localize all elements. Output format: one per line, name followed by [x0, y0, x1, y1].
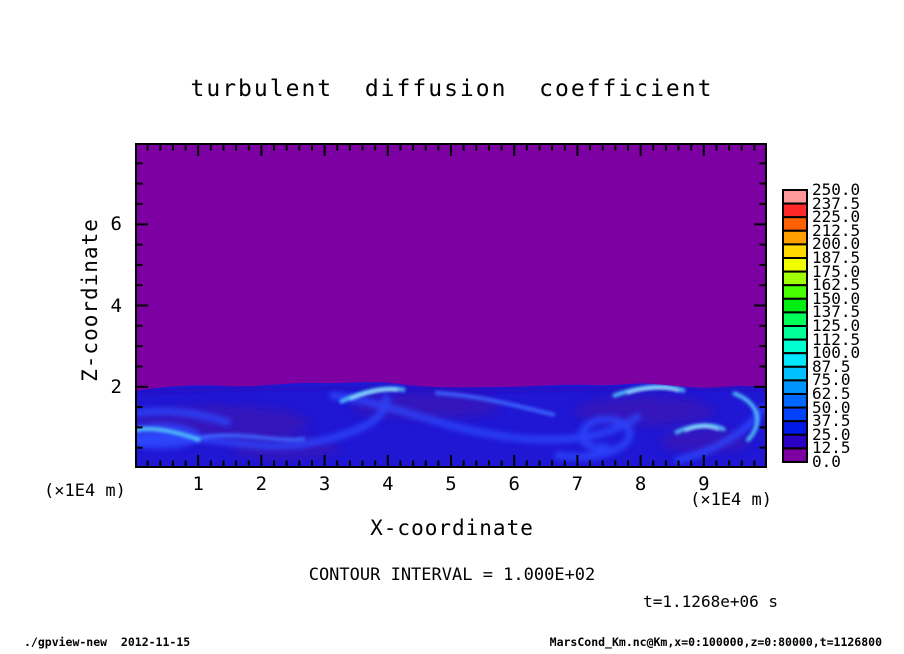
- x-axis-label: X-coordinate: [370, 516, 534, 540]
- x-axis-factor-label: (×1E4 m): [690, 490, 772, 510]
- colorbar-tick-label: 200.0: [812, 234, 861, 254]
- time-annotation: t=1.1268e+06 s: [643, 592, 778, 611]
- colorbar-segment: [782, 352, 808, 368]
- x-tick-label: 2: [255, 473, 268, 495]
- colorbar-tick-label: 187.5: [812, 248, 861, 267]
- colorbar-tick-label: 75.0: [812, 370, 851, 390]
- colorbar-tick-label: 112.5: [812, 329, 861, 349]
- x-tick-label: 9: [698, 473, 710, 495]
- colorbar-tick-label: 37.5: [812, 411, 851, 431]
- colorbar-segment: [782, 325, 808, 341]
- colorbar-segment: [782, 189, 808, 205]
- colorbar-tick-label: 175.0: [812, 261, 861, 281]
- colorbar-tick-label: 25.0: [812, 424, 851, 444]
- colorbar-segment: [782, 433, 808, 450]
- colorbar-segment: [782, 202, 808, 219]
- colorbar-segment: [782, 365, 808, 382]
- x-tick-label: 1: [192, 473, 204, 495]
- plot-frame: [135, 143, 767, 468]
- colorbar-tick-label: 150.0: [812, 288, 861, 308]
- z-axis-factor-label: (×1E4 m): [44, 481, 126, 501]
- x-tick-label: 5: [445, 473, 457, 495]
- colorbar-segment: [782, 270, 808, 287]
- colorbar-segment: [782, 229, 808, 246]
- colorbar-tick-label: 237.5: [812, 193, 861, 213]
- colorbar: [782, 189, 808, 463]
- z-tick-label: 2: [110, 375, 122, 398]
- colorbar-tick-label: 162.5: [812, 275, 861, 295]
- x-tick-label: 6: [508, 473, 520, 495]
- colorbar-tick-label: 250.0: [812, 180, 861, 199]
- colorbar-tick-label: 12.5: [812, 438, 851, 458]
- colorbar-tick-label: 212.5: [812, 220, 861, 240]
- colorbar-tick-label: 225.0: [812, 207, 861, 227]
- x-tick-label: 8: [634, 473, 647, 495]
- x-tick-label: 3: [318, 473, 331, 495]
- plot-area: [135, 143, 767, 468]
- colorbar-segment: [782, 216, 808, 232]
- colorbar-segment: [782, 447, 808, 463]
- colorbar-segment: [782, 284, 808, 300]
- z-tick-label: 4: [110, 294, 122, 317]
- colorbar-tick-label: 137.5: [812, 302, 861, 322]
- data-source-footer: MarsCond_Km.nc@Km,x=0:100000,z=0:80000,t…: [549, 635, 882, 649]
- x-tick-label: 4: [382, 473, 394, 495]
- colorbar-tick-label: 87.5: [812, 356, 851, 376]
- tool-version-footer: ./gpview-new 2012-11-15: [24, 635, 191, 649]
- colorbar-segment: [782, 420, 808, 436]
- x-tick-label: 7: [571, 473, 584, 495]
- colorbar-segment: [782, 311, 808, 328]
- colorbar-tick-label: 62.5: [812, 384, 851, 403]
- colorbar-segment: [782, 338, 808, 355]
- colorbar-segment: [782, 297, 808, 314]
- colorbar-segment: [782, 257, 808, 273]
- axis-tick-marks: [137, 145, 765, 466]
- colorbar-segment: [782, 406, 808, 423]
- colorbar-tick-label: 100.0: [812, 343, 861, 363]
- colorbar-tick-label: 0.0: [812, 452, 841, 471]
- contour-interval-note: CONTOUR INTERVAL = 1.000E+02: [308, 565, 596, 585]
- z-tick-label: 6: [110, 213, 122, 236]
- colorbar-segment: [782, 393, 808, 409]
- chart-title: turbulent diffusion coefficient: [190, 76, 714, 102]
- turbulence-swirls: [135, 384, 767, 465]
- colorbar-segment: [782, 379, 808, 395]
- colorbar-tick-label: 125.0: [812, 316, 861, 335]
- colorbar-segment: [782, 243, 808, 260]
- colorbar-tick-label: 50.0: [812, 397, 851, 417]
